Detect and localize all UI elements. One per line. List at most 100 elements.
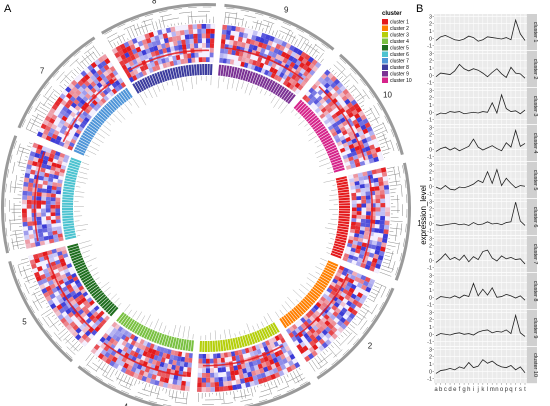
heatmap-cell [74,105,81,112]
heatmap-cell [238,354,244,360]
heatmap-cell [150,51,156,58]
heatmap-cell [371,169,378,175]
cluster-bar-leaf [67,245,80,251]
heatmap-cell [111,321,118,328]
heatmap-cell [51,133,58,140]
y-tick-label: 3 [429,14,432,20]
heatmap-cell [334,283,341,290]
heatmap-cell [368,252,375,258]
heatmap-cell [352,141,359,148]
inner-dendrogram-branch [327,172,334,174]
heatmap-cell [185,39,190,45]
sector-label-2: 2 [368,342,373,351]
heatmap-cell [333,134,340,140]
heatmap-cell [335,128,342,135]
heatmap-cell [50,208,56,213]
inner-dendrogram-branch [186,77,188,82]
inner-dendrogram-branch [290,109,295,113]
heatmap-cell [380,211,386,217]
inner-dendrogram-branch [196,76,198,85]
heatmap-cell [355,106,363,114]
cluster-bar-leaf [89,121,100,130]
y-tick-label: 2 [429,318,432,324]
dendrogram-branch [47,103,52,107]
heatmap-cell [325,305,332,312]
heatmap-cell [351,214,357,219]
cluster-bar-leaf [336,231,348,236]
heatmap-cell [324,69,331,77]
inner-dendrogram-branch [172,324,177,336]
heatmap-cell [209,358,214,364]
heatmap-cell [348,296,355,304]
dendrogram-arc [84,46,94,54]
cluster-bar-leaf [80,134,92,143]
heatmap-cell [56,182,63,188]
heatmap-cell [381,237,388,244]
dendrogram-arc [13,264,17,274]
heatmap-cell [184,34,190,40]
dendrogram-branch [12,229,23,232]
inner-dendrogram-branch [330,238,335,240]
dendrogram-arc [141,388,160,395]
heatmap-cell [191,57,196,63]
heatmap-cell [37,279,44,286]
heatmap-cell [41,133,48,140]
heatmap-cell [134,368,141,375]
cluster-bar-leaf [245,70,251,82]
heatmap-cell [129,43,136,51]
heatmap-cell [61,115,68,122]
heatmap-cell [155,39,161,46]
heatmap-cell [272,68,279,75]
heatmap-cell [257,378,264,385]
heatmap-cell [50,165,56,171]
dendrogram-arc [339,57,347,64]
heatmap-cell [346,102,354,109]
heatmap-cell [338,265,345,271]
heatmap-cell [245,381,251,388]
cluster-bar-leaf [307,115,318,124]
heatmap-cell [49,257,55,263]
dendrogram-branch [360,309,366,314]
heatmap-cell [74,287,81,294]
heatmap-cell [246,53,252,59]
heatmap-cell [350,283,357,290]
series-line [435,282,526,301]
heatmap-cell [356,116,363,123]
cluster-bar-leaf [65,172,77,178]
heatmap-cell [210,28,215,34]
heatmap-cell [51,264,58,271]
heatmap-cell [349,251,356,257]
heatmap-ridge [46,256,94,331]
cluster-bar-leaf [254,331,261,343]
heatmap-cell [112,69,119,77]
heatmap-cell [58,307,66,314]
dendrogram-branch [29,284,38,289]
heatmap-cell [22,195,28,200]
heatmap-cell [132,68,139,75]
dendrogram-arc [394,223,398,241]
heatmap-cell [42,251,48,257]
heatmap-cell [225,34,231,40]
inner-dendrogram-branch [187,326,190,339]
cluster-bar-leaf [91,119,102,128]
y-tick-label: 1 [429,288,432,294]
heatmap-cell [354,276,361,283]
heatmap-cell [146,52,153,59]
inner-dendrogram-branch [124,304,131,312]
inner-dendrogram-branch [231,78,235,89]
heatmap-cell [121,340,128,347]
heatmap-cell [296,343,303,351]
heatmap-cell [249,365,256,372]
heatmap-cell [53,237,59,243]
heatmap-cell [129,333,136,340]
heatmap-cell [144,356,150,363]
dendrogram-arc [397,166,401,178]
heatmap-cell [187,367,192,373]
dendrogram-branch [389,180,401,183]
heatmap-cell [55,197,61,202]
heatmap-cell [363,142,370,148]
cluster-bar-leaf [153,331,160,343]
heatmap-cell [217,358,222,364]
heatmap-cell [175,54,181,61]
